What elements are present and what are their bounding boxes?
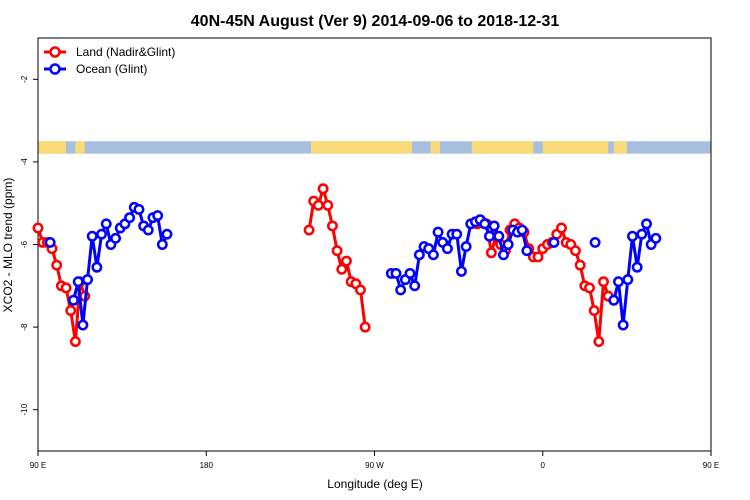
- series-line-ocean: [612, 222, 658, 327]
- land-strip-segment: [310, 141, 412, 154]
- data-point-ocean: [68, 294, 79, 306]
- data-point-land: [322, 199, 334, 211]
- data-point-ocean: [82, 274, 93, 286]
- data-point-ocean: [613, 276, 624, 288]
- data-point-ocean: [142, 224, 154, 236]
- data-point-land: [355, 284, 366, 296]
- data-point-land: [588, 305, 600, 317]
- y-tick-label: -10: [20, 403, 29, 415]
- land-strip-segment: [38, 141, 67, 154]
- data-point-ocean: [479, 218, 491, 230]
- data-point-ocean: [460, 241, 472, 253]
- data-point-ocean: [133, 203, 145, 215]
- data-point-land: [532, 251, 544, 263]
- data-point-ocean: [631, 261, 643, 273]
- data-point-land: [570, 245, 581, 257]
- data-point-ocean: [390, 267, 402, 279]
- data-point-land: [331, 245, 343, 257]
- data-point-ocean: [77, 319, 89, 331]
- legend: Land (Nadir&Glint) Ocean (Glint): [44, 45, 175, 76]
- plot-frame: [37, 37, 712, 452]
- data-point-ocean: [72, 276, 84, 288]
- legend-ocean-marker: [49, 63, 61, 75]
- data-point-land: [326, 220, 338, 232]
- data-point-ocean: [451, 228, 463, 240]
- data-point-ocean: [493, 230, 505, 242]
- data-point-ocean: [124, 212, 136, 224]
- data-point-ocean: [608, 294, 620, 306]
- data-point-land: [32, 222, 44, 234]
- data-point-ocean: [617, 319, 629, 331]
- data-point-land: [359, 321, 371, 333]
- data-point-land: [555, 222, 567, 234]
- data-point-land: [593, 336, 605, 348]
- land-strip-segment: [75, 141, 85, 154]
- data-point-ocean: [516, 224, 528, 236]
- x-tick-label: 90 E: [30, 461, 46, 470]
- x-tick-label: 90 E: [703, 461, 719, 470]
- x-tick-label: 90 W: [365, 461, 384, 470]
- land-strip-segment: [613, 141, 627, 154]
- data-point-land: [485, 247, 497, 259]
- data-point-ocean: [156, 239, 168, 250]
- data-point-ocean: [484, 230, 495, 242]
- y-tick-label: -4: [20, 158, 29, 166]
- data-point-ocean: [86, 230, 98, 242]
- data-point-land: [69, 336, 81, 348]
- data-point-land: [312, 199, 324, 211]
- chart-title: 40N-45N August (Ver 9) 2014-09-06 to 201…: [191, 13, 560, 30]
- plot-area: 90 E 180 90 W 0 90 E -2 -4 -6 -8 -10: [20, 37, 719, 470]
- data-point-land: [51, 259, 63, 271]
- data-point-ocean: [395, 284, 407, 296]
- data-point-ocean: [404, 267, 416, 279]
- data-point-ocean: [650, 232, 662, 244]
- land-strip-segment: [430, 141, 440, 154]
- legend-ocean-label: Ocean (Glint): [76, 62, 147, 76]
- data-point-ocean: [521, 245, 533, 257]
- data-point-land: [584, 282, 595, 294]
- data-point-land: [341, 255, 352, 267]
- data-point-ocean: [96, 228, 108, 240]
- data-point-ocean: [100, 218, 112, 230]
- land-strip-segment: [542, 141, 609, 154]
- data-point-ocean: [91, 261, 103, 273]
- data-point-land: [336, 263, 348, 275]
- data-point-ocean: [498, 249, 509, 261]
- data-point-ocean: [413, 249, 425, 261]
- data-point-ocean: [409, 280, 421, 292]
- data-point-ocean: [110, 232, 122, 244]
- x-axis-label: Longitude (deg E): [327, 477, 422, 491]
- legend-land-label: Land (Nadir&Glint): [76, 45, 175, 59]
- data-point-ocean: [622, 274, 634, 286]
- data-point-ocean: [548, 236, 560, 248]
- legend-land-marker: [49, 46, 61, 58]
- x-tick-label: 180: [200, 461, 214, 470]
- y-tick-label: -2: [20, 75, 29, 83]
- y-tick-label: -6: [20, 240, 29, 248]
- data-point-ocean: [427, 249, 439, 261]
- data-point-land: [303, 224, 315, 236]
- data-point-ocean: [432, 226, 444, 238]
- data-point-land: [574, 259, 586, 271]
- x-tick-label: 0: [541, 461, 546, 470]
- land-strip-segment: [471, 141, 534, 154]
- data-point-ocean: [641, 218, 652, 230]
- data-point-ocean: [589, 236, 601, 248]
- data-point-ocean: [455, 265, 467, 277]
- data-point-ocean: [627, 230, 638, 242]
- data-point-ocean: [152, 210, 164, 222]
- data-point-land: [60, 282, 72, 294]
- data-point-ocean: [44, 236, 56, 248]
- y-tick-label: -8: [20, 323, 29, 331]
- data-point-land: [598, 276, 609, 288]
- data-point-land: [65, 305, 77, 317]
- data-point-ocean: [161, 228, 173, 240]
- data-point-ocean: [502, 239, 514, 250]
- data-point-land: [317, 183, 329, 195]
- data-point-ocean: [636, 228, 648, 240]
- data-point-ocean: [488, 220, 500, 232]
- y-axis-label: XCO2 - MLO trend (ppm): [1, 178, 15, 313]
- data-point-ocean: [441, 243, 453, 255]
